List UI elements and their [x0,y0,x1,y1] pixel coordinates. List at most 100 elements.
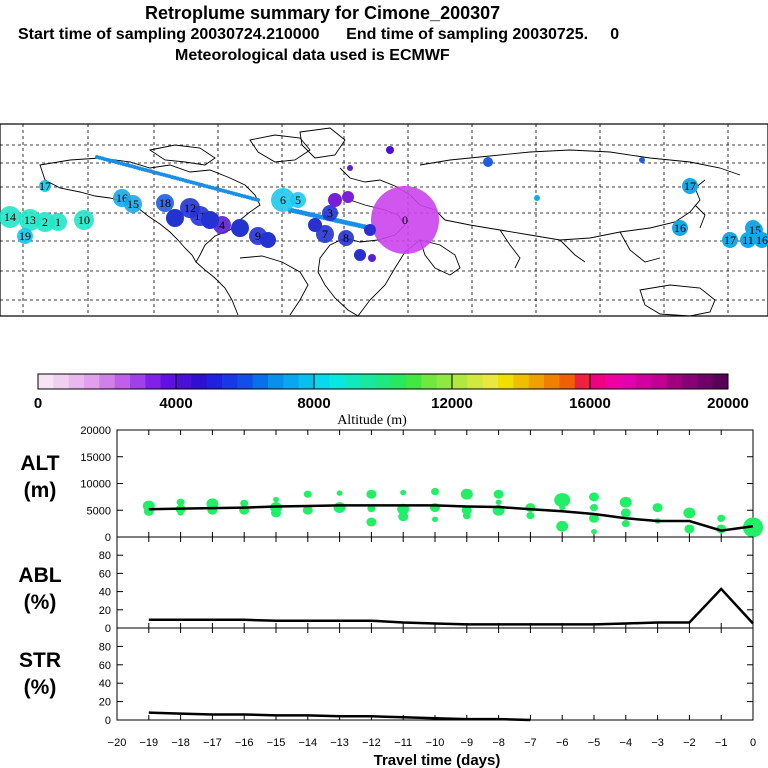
colorbar-label: Altitude (m) [337,413,407,428]
colorbar-swatch [544,374,560,389]
x-tick-label: −7 [524,737,537,749]
panel-frame [116,536,754,629]
plume-marker-label: 17 [684,179,696,193]
plume-marker-label: 16 [756,233,768,247]
altitude-point [431,487,439,496]
panel-label: (%) [24,591,57,614]
plume-minor-marker [308,218,322,232]
plume-marker-label: 8 [343,231,349,245]
altitude-point [526,511,535,520]
colorbar-swatch [375,374,392,389]
colorbar-swatch [559,374,576,389]
altitude-point [495,499,502,505]
colorbar-tick-label: 16000 [569,395,611,412]
plume-marker-3 [322,205,338,221]
x-tick-label: −18 [171,737,190,749]
plume-marker-13 [19,209,41,231]
panel-abl: 0 20 40 60 80 ABL (%) [18,536,754,635]
altitude-point [336,490,343,496]
plume-minor-marker [328,193,342,207]
altitude-point [493,489,504,499]
plume-marker-label: 13 [24,213,36,227]
plume-marker-8 [338,230,354,246]
colorbar-swatch [574,374,591,389]
x-tick-label: −17 [203,737,222,749]
y-tick-label: 80 [99,641,111,653]
x-tick-label: −3 [651,737,664,749]
plume-marker-label: 14 [4,210,16,224]
plume-minor-marker [201,211,219,229]
altitude-point [240,499,249,507]
panel-label: (m) [24,479,57,502]
x-tick-label: −16 [235,737,254,749]
plume-marker-label: 19 [19,229,31,243]
colorbar-swatch [38,374,54,389]
altitude-colorbar: 0 4000 8000 12000 16000 20000 [34,373,749,412]
x-tick-label: −19 [139,737,158,749]
plume-marker-label: 6 [280,193,286,207]
plume-marker-label: 3 [327,206,333,220]
colorbar-swatch [329,374,346,389]
colorbar-tick-label: 4000 [159,395,192,412]
colorbar-swatch [206,374,223,389]
x-tick-label: −13 [330,737,349,749]
y-tick-label: 20 [99,605,111,617]
series-line-alt [148,504,754,532]
plume-marker-label: 16 [674,221,686,235]
colorbar-swatch [421,374,438,389]
colorbar-swatch [590,374,606,389]
start-time-label: Start time of sampling 20030724.210000 [18,26,320,43]
y-tick-label: 40 [99,587,111,599]
plume-marker-label: 0 [402,213,408,227]
colorbar-swatch [482,374,499,389]
colorbar-tick-label: 0 [34,395,42,412]
colorbar-swatch [160,374,177,389]
colorbar-swatch [651,374,668,389]
plume-marker-east-17 [722,232,738,248]
plume-marker-label: 9 [255,229,261,243]
altitude-point [271,508,281,518]
plume-marker-label: 18 [159,196,171,210]
x-tick-label: −8 [492,737,505,749]
y-tick-label: 15000 [80,452,111,464]
x-tick-label: −6 [556,737,569,749]
plume-marker-label: 7 [322,227,328,241]
plume-marker-0 [371,186,439,254]
y-tick-label: 40 [99,678,111,690]
plume-minor-marker [166,209,184,227]
plume-marker-east-16 [754,232,768,248]
plume-track [95,155,373,231]
plume-marker-label: 11 [194,209,206,223]
panel-label: STR [19,649,61,672]
colorbar-swatch [605,374,622,389]
x-tick-label: −12 [362,737,381,749]
track-dot [256,198,260,202]
colorbar-swatch [99,374,116,389]
y-tick-label: 10000 [80,479,111,491]
x-tick-label: −5 [588,737,601,749]
sampling-times: Start time of sampling 20030724.210000 E… [18,26,768,44]
y-tick-label: 20000 [80,425,111,437]
plume-minor-marker [347,165,353,171]
y-tick-label: 60 [99,568,111,580]
y-tick-label: 0 [105,715,111,727]
plume-minor-marker [364,224,376,236]
colorbar-swatch [513,374,530,389]
altitude-point [366,517,377,527]
colorbar-swatch [436,374,453,389]
plume-marker-label: 12 [184,201,196,215]
colorbar-tick-label: 20000 [707,395,749,412]
plume-marker-17 [39,180,51,192]
colorbar-swatch [53,374,70,389]
altitude-point [684,524,695,534]
y-tick-label: 80 [99,550,111,562]
plume-marker-label: 2 [42,215,48,229]
plume-marker-label: 5 [295,193,301,207]
plume-marker-5 [290,192,306,208]
plume-marker-12 [180,198,200,218]
plume-marker-east-16 [672,220,688,236]
y-tick-label: 5000 [87,505,111,517]
altitude-point [366,489,377,499]
colorbar-swatch [390,374,407,389]
